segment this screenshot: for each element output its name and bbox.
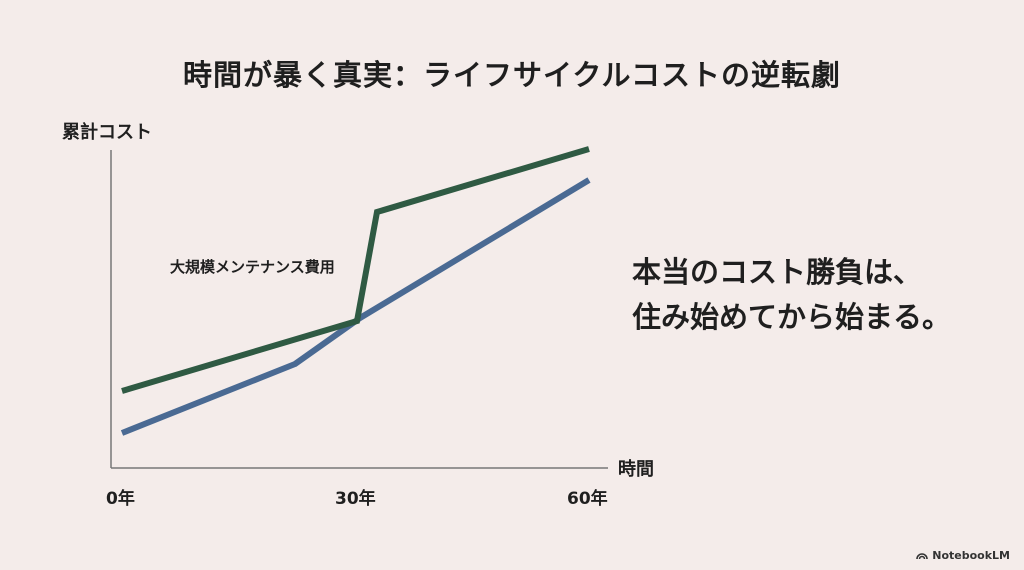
brand-label: NotebookLM: [932, 549, 1010, 562]
series-blue-line: [120, 177, 591, 436]
brand-watermark: NotebookLM: [916, 549, 1010, 562]
slide-title: 時間が暴く真実：ライフサイクルコストの逆転劇: [183, 58, 841, 92]
key-message-line-1: 本当のコスト勝負は、: [632, 255, 923, 289]
y-axis-label: 累計コスト: [62, 122, 152, 143]
x-axis-label: 時間: [618, 459, 654, 480]
x-tick-30: 30年: [335, 489, 376, 509]
maintenance-annotation: 大規模メンテナンス費用: [170, 258, 335, 276]
key-message-line-2: 住み始めてから始まる。: [632, 300, 952, 334]
notebooklm-logo-icon: [916, 553, 929, 560]
x-tick-60: 60年: [567, 489, 608, 509]
x-tick-0: 0年: [106, 489, 135, 509]
key-message: 本当のコスト勝負は、 住み始めてから始まる。: [632, 250, 951, 340]
series-green-line: [121, 146, 590, 394]
